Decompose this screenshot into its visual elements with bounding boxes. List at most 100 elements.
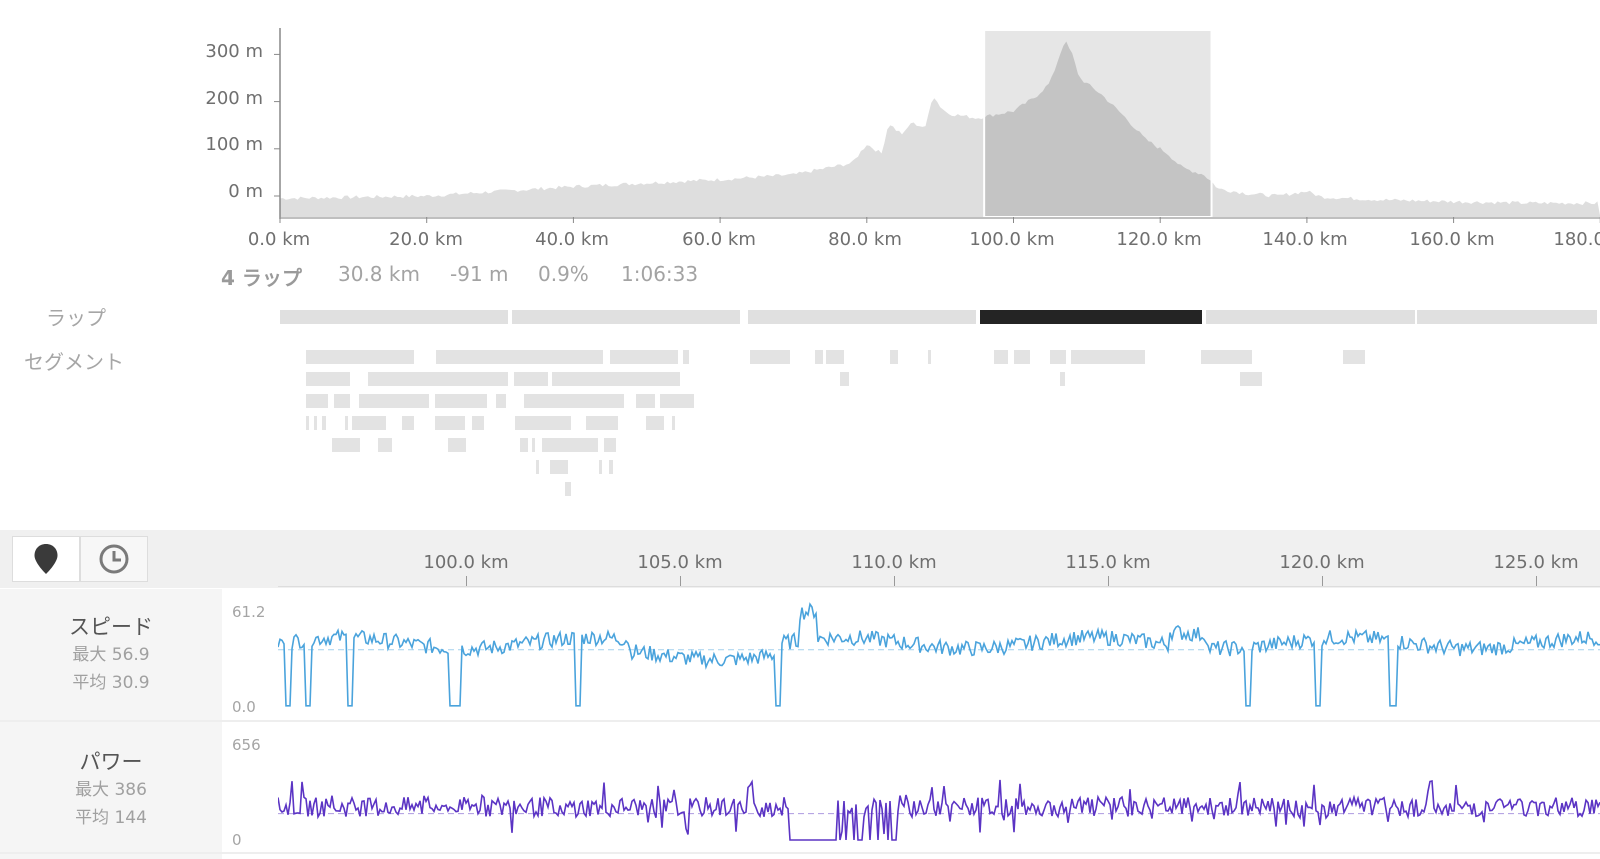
segment[interactable] <box>332 438 360 452</box>
segment[interactable] <box>322 416 326 430</box>
segment[interactable] <box>565 482 571 496</box>
x-tick-180: 180.0 km <box>1553 229 1600 250</box>
detail-tick-125: 125.0 km <box>1493 552 1579 573</box>
segment[interactable] <box>314 416 317 430</box>
segment[interactable] <box>532 438 535 452</box>
segment[interactable] <box>435 416 465 430</box>
elevation-chart[interactable] <box>0 0 1600 260</box>
selection-elevation-area <box>984 41 1212 217</box>
power-panel-label: パワー 最大 386 平均 144 <box>0 722 222 859</box>
segment[interactable] <box>334 394 350 408</box>
segment[interactable] <box>536 460 539 474</box>
clock-icon <box>99 544 129 574</box>
segment[interactable] <box>636 394 655 408</box>
detail-tick-mark <box>466 576 467 586</box>
segment[interactable] <box>524 394 624 408</box>
segment[interactable] <box>672 416 675 430</box>
segment[interactable] <box>472 416 484 430</box>
panel-divider <box>0 852 1600 854</box>
segment[interactable] <box>1050 350 1066 364</box>
segment[interactable] <box>436 350 603 364</box>
segment[interactable] <box>840 372 849 386</box>
segments-area <box>280 350 1600 510</box>
lap-3[interactable] <box>748 310 976 324</box>
power-scale-max: 656 <box>232 736 261 754</box>
segment[interactable] <box>515 416 571 430</box>
y-tick-100: 100 m <box>205 134 263 155</box>
speed-scale-min: 0.0 <box>232 698 256 716</box>
segment[interactable] <box>750 350 790 364</box>
y-tick-0: 0 m <box>228 181 263 202</box>
x-tick-160: 160.0 km <box>1409 229 1495 250</box>
segment[interactable] <box>646 416 664 430</box>
lap-5[interactable] <box>1206 310 1415 324</box>
segment[interactable] <box>306 416 309 430</box>
segment[interactable] <box>514 372 548 386</box>
segment[interactable] <box>683 350 689 364</box>
segment[interactable] <box>1343 350 1365 364</box>
segment[interactable] <box>359 394 429 408</box>
segment[interactable] <box>586 416 618 430</box>
power-chart[interactable] <box>278 730 1600 852</box>
segment[interactable] <box>368 372 508 386</box>
segment[interactable] <box>550 460 568 474</box>
segment[interactable] <box>345 416 348 430</box>
segment[interactable] <box>604 438 616 452</box>
detail-tick-mark <box>1322 576 1323 586</box>
segment[interactable] <box>542 438 598 452</box>
detail-tick-mark <box>680 576 681 586</box>
segment[interactable] <box>448 438 466 452</box>
segment[interactable] <box>994 350 1008 364</box>
x-tick-120: 120.0 km <box>1116 229 1202 250</box>
lap-2[interactable] <box>512 310 740 324</box>
segment[interactable] <box>1240 372 1262 386</box>
segment[interactable] <box>402 416 414 430</box>
detail-tick-105: 105.0 km <box>637 552 723 573</box>
segment[interactable] <box>1071 350 1145 364</box>
series-line <box>278 602 1600 707</box>
x-tick-140: 140.0 km <box>1262 229 1348 250</box>
selection-grade: 0.9% <box>538 262 589 286</box>
segment[interactable] <box>609 460 613 474</box>
segment[interactable] <box>599 460 602 474</box>
segment[interactable] <box>610 350 678 364</box>
segment[interactable] <box>928 350 931 364</box>
segment[interactable] <box>826 350 844 364</box>
map-pin-icon <box>34 544 58 574</box>
segment[interactable] <box>520 438 528 452</box>
segment[interactable] <box>496 394 506 408</box>
x-tick-100: 100.0 km <box>969 229 1055 250</box>
segment[interactable] <box>660 394 694 408</box>
lap-6[interactable] <box>1417 310 1597 324</box>
laps-row-label: ラップ <box>46 306 106 330</box>
power-scale-min: 0 <box>232 831 242 849</box>
segment[interactable] <box>815 350 823 364</box>
power-avg: 平均 144 <box>75 808 147 828</box>
segment[interactable] <box>1014 350 1030 364</box>
detail-tick-100: 100.0 km <box>423 552 509 573</box>
speed-avg: 平均 30.9 <box>72 673 150 693</box>
segment[interactable] <box>435 394 487 408</box>
segment[interactable] <box>552 372 680 386</box>
speed-title: スピード <box>69 615 153 639</box>
time-mode-button[interactable] <box>80 536 148 582</box>
speed-chart[interactable] <box>278 596 1600 720</box>
distance-mode-button[interactable] <box>12 536 80 582</box>
segment[interactable] <box>378 438 392 452</box>
segment[interactable] <box>1060 372 1065 386</box>
selection-time: 1:06:33 <box>621 262 699 286</box>
segment[interactable] <box>306 394 328 408</box>
y-tick-300: 300 m <box>205 41 263 62</box>
segment[interactable] <box>890 350 898 364</box>
x-tick-0: 0.0 km <box>247 229 311 250</box>
detail-tick-110: 110.0 km <box>851 552 937 573</box>
segment[interactable] <box>352 416 386 430</box>
lap-1[interactable] <box>280 310 508 324</box>
elevation-area <box>280 41 1600 217</box>
detail-tick-120: 120.0 km <box>1279 552 1365 573</box>
lap-4[interactable] <box>980 310 1202 324</box>
segment[interactable] <box>306 372 350 386</box>
segment[interactable] <box>306 350 414 364</box>
detail-tick-115: 115.0 km <box>1065 552 1151 573</box>
segment[interactable] <box>1201 350 1252 364</box>
